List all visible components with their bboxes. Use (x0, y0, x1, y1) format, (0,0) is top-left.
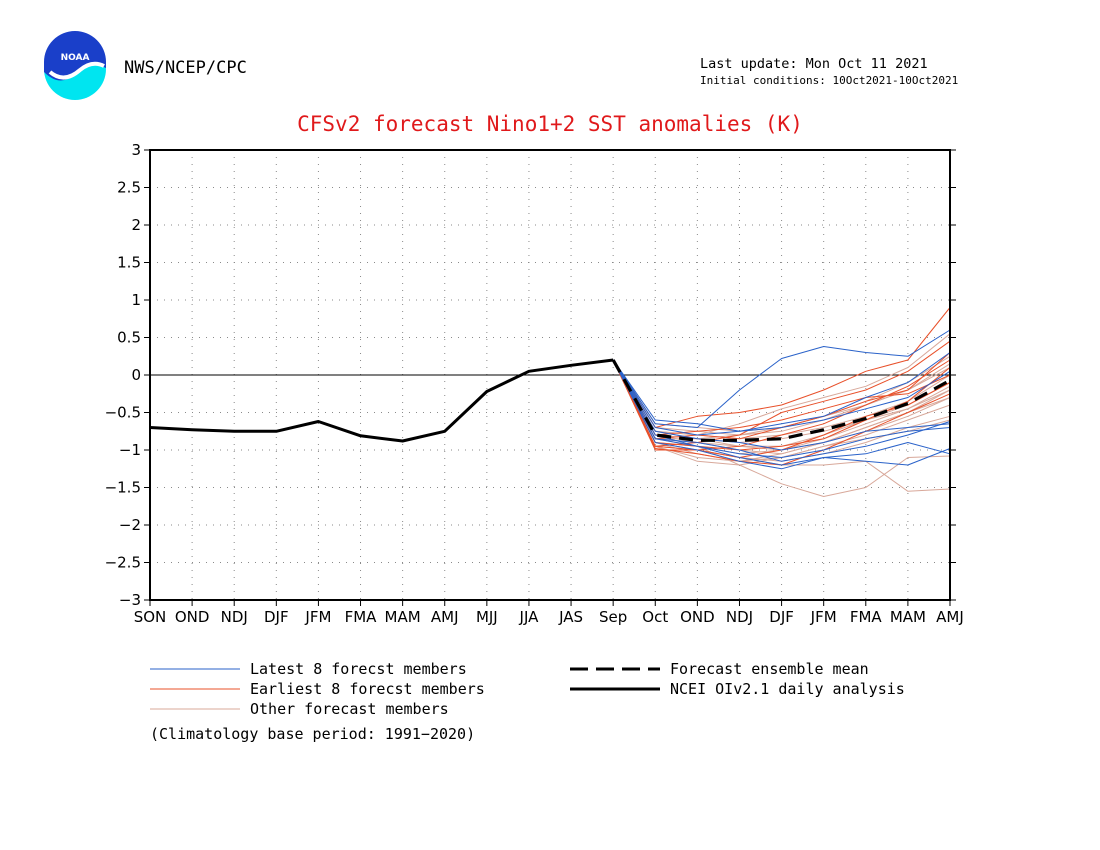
x-tick-label: Sep (599, 608, 627, 626)
forecast-member-earliest (612, 307, 951, 428)
legend-label-other: Other forecast members (250, 700, 449, 718)
forecast-member-latest (612, 359, 951, 462)
forecast-member-latest (612, 359, 951, 451)
forecast-member-earliest (612, 359, 951, 451)
y-tick-label: 1.5 (117, 254, 141, 272)
x-tick-label: MJJ (476, 608, 498, 626)
x-tick-label: MAM (890, 608, 926, 626)
y-tick-label: −2 (119, 516, 141, 534)
x-tick-label: DJF (264, 608, 289, 626)
forecast-member-earliest (612, 359, 951, 451)
y-tick-label: −2.5 (105, 554, 141, 572)
ensemble-mean-line (611, 359, 951, 442)
forecast-member-latest (612, 329, 951, 428)
climatology-note: (Climatology base period: 1991−2020) (150, 725, 476, 743)
x-tick-label: JFM (304, 608, 331, 626)
x-tick-label: Oct (642, 608, 668, 626)
x-tick-label: DJF (769, 608, 794, 626)
forecast-member-latest (612, 359, 951, 432)
forecast-member-other (612, 359, 951, 447)
x-tick-label: NDJ (726, 608, 753, 626)
y-tick-label: 2 (131, 216, 141, 234)
y-tick-label: −1 (119, 441, 141, 459)
forecast-member-latest (612, 359, 951, 466)
x-tick-label: AMJ (936, 608, 964, 626)
x-tick-label: OND (680, 608, 715, 626)
x-tick-label: NDJ (221, 608, 248, 626)
legend-label-earliest: Earliest 8 forecst members (250, 680, 485, 698)
legend-label-latest: Latest 8 forecst members (250, 660, 467, 678)
y-tick-label: −0.5 (105, 404, 141, 422)
x-tick-label: FMA (345, 608, 378, 626)
x-tick-label: FMA (850, 608, 883, 626)
legend-label-analysis: NCEI OIv2.1 daily analysis (670, 680, 905, 698)
noaa-logo: NOAA (44, 31, 106, 100)
initial-conditions: Initial conditions: 10Oct2021-10Oct2021 (700, 74, 959, 87)
legend-label-ensemble_mean: Forecast ensemble mean (670, 660, 869, 678)
forecast-member-latest (612, 359, 951, 458)
x-tick-label: MAM (385, 608, 421, 626)
x-tick-label: SON (134, 608, 167, 626)
x-tick-label: JFM (810, 608, 837, 626)
y-tick-label: −1.5 (105, 479, 141, 497)
last-update: Last update: Mon Oct 11 2021 (700, 56, 928, 72)
analysis-line (149, 358, 614, 443)
y-tick-label: 2.5 (117, 179, 141, 197)
x-tick-label: AMJ (431, 608, 459, 626)
y-tick-label: 1 (131, 291, 141, 309)
x-tick-label: OND (175, 608, 210, 626)
forecast-member-latest (612, 352, 951, 436)
y-tick-label: 3 (131, 141, 141, 159)
x-tick-label: JAS (558, 608, 583, 626)
forecast-member-latest (612, 359, 951, 470)
chart-title: CFSv2 forecast Nino1+2 SST anomalies (K) (297, 112, 803, 136)
noaa-logo-text: NOAA (61, 53, 90, 63)
y-tick-label: 0 (131, 366, 141, 384)
y-tick-label: 0.5 (117, 329, 141, 347)
x-tick-label: JJA (519, 608, 540, 626)
agency-label: NWS/NCEP/CPC (124, 58, 247, 78)
y-tick-label: −3 (119, 591, 141, 609)
